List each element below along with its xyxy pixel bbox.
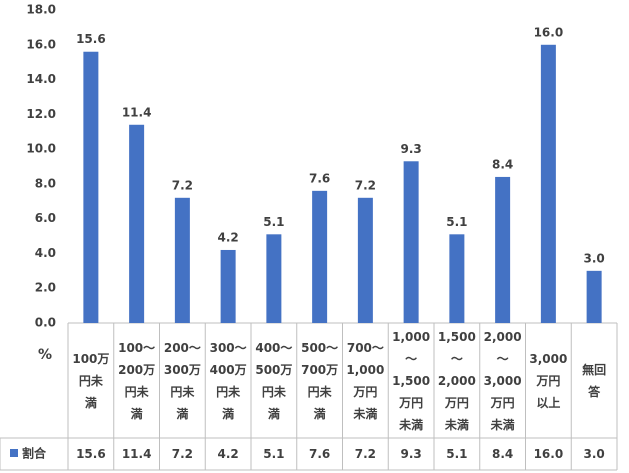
data-label: 4.2 bbox=[217, 230, 238, 244]
table-value: 4.2 bbox=[217, 447, 239, 461]
y-tick-label: 18.0 bbox=[26, 3, 56, 17]
x-tick-label: 1,500 ～ 2,000 万円 未満 bbox=[437, 329, 476, 432]
y-tick-label: 8.0 bbox=[35, 176, 56, 190]
bar bbox=[540, 44, 556, 324]
table-value: 9.3 bbox=[400, 447, 422, 461]
bar bbox=[586, 270, 602, 323]
table-value: 5.1 bbox=[446, 447, 468, 461]
x-tick-label: 500～ 700万 円未 満 bbox=[301, 340, 339, 421]
bar bbox=[312, 190, 328, 323]
data-label: 15.6 bbox=[76, 32, 106, 46]
y-tick-label: 10.0 bbox=[26, 142, 56, 156]
y-tick-label: 16.0 bbox=[26, 37, 56, 51]
data-label: 5.1 bbox=[446, 215, 467, 229]
y-axis-label: % bbox=[37, 347, 53, 363]
bar bbox=[495, 176, 511, 323]
bar bbox=[220, 249, 236, 323]
table-value: 16.0 bbox=[533, 447, 564, 461]
x-tick-label: 無回 答 bbox=[582, 362, 607, 399]
bar bbox=[357, 197, 373, 323]
bar bbox=[403, 161, 419, 323]
bar bbox=[83, 51, 99, 323]
table-value: 5.1 bbox=[263, 447, 285, 461]
x-tick-label: 1,000 ～ 1,500 万円 未満 bbox=[392, 329, 431, 432]
data-label: 3.0 bbox=[583, 251, 604, 265]
data-label: 16.0 bbox=[534, 25, 564, 39]
bar bbox=[174, 197, 190, 323]
y-tick-label: 12.0 bbox=[26, 107, 56, 121]
x-tick-label: 100～ 200万 円未 満 bbox=[118, 340, 156, 421]
table-value: 7.6 bbox=[308, 447, 331, 461]
data-label: 11.4 bbox=[122, 105, 152, 119]
data-label: 7.6 bbox=[309, 171, 330, 185]
x-tick-label: 2,000 ～ 3,000 万円 未満 bbox=[483, 329, 522, 432]
x-tick-label: 100万 円未 満 bbox=[72, 351, 110, 410]
y-tick-label: 4.0 bbox=[35, 246, 56, 260]
y-tick-label: 14.0 bbox=[26, 72, 56, 86]
data-label: 5.1 bbox=[263, 215, 284, 229]
x-tick-label: 200～ 300万 円未 満 bbox=[163, 340, 201, 421]
data-label: 8.4 bbox=[492, 157, 513, 171]
x-tick-label: 300～ 400万 円未 満 bbox=[209, 340, 247, 421]
bar bbox=[449, 234, 465, 323]
table-value: 11.4 bbox=[121, 447, 152, 461]
table-value: 7.2 bbox=[171, 447, 193, 461]
x-tick-label: 700～ 1,000 万円 未満 bbox=[346, 340, 385, 421]
table-value: 3.0 bbox=[583, 447, 605, 461]
data-label: 7.2 bbox=[355, 178, 376, 192]
y-tick-label: 2.0 bbox=[35, 281, 56, 295]
legend-label: 割合 bbox=[22, 446, 47, 461]
bar bbox=[129, 124, 145, 324]
x-tick-label: 3,000 万円 以上 bbox=[529, 351, 568, 410]
table-value: 15.6 bbox=[76, 447, 106, 461]
data-label: 9.3 bbox=[400, 142, 421, 156]
table-value: 7.2 bbox=[354, 447, 376, 461]
bar bbox=[266, 234, 282, 323]
table-value: 8.4 bbox=[491, 447, 514, 461]
y-tick-label: 0.0 bbox=[35, 316, 56, 330]
x-tick-label: 400～ 500万 円未 満 bbox=[255, 340, 293, 421]
y-tick-label: 6.0 bbox=[35, 211, 56, 225]
legend-swatch bbox=[10, 449, 18, 457]
data-label: 7.2 bbox=[172, 178, 193, 192]
